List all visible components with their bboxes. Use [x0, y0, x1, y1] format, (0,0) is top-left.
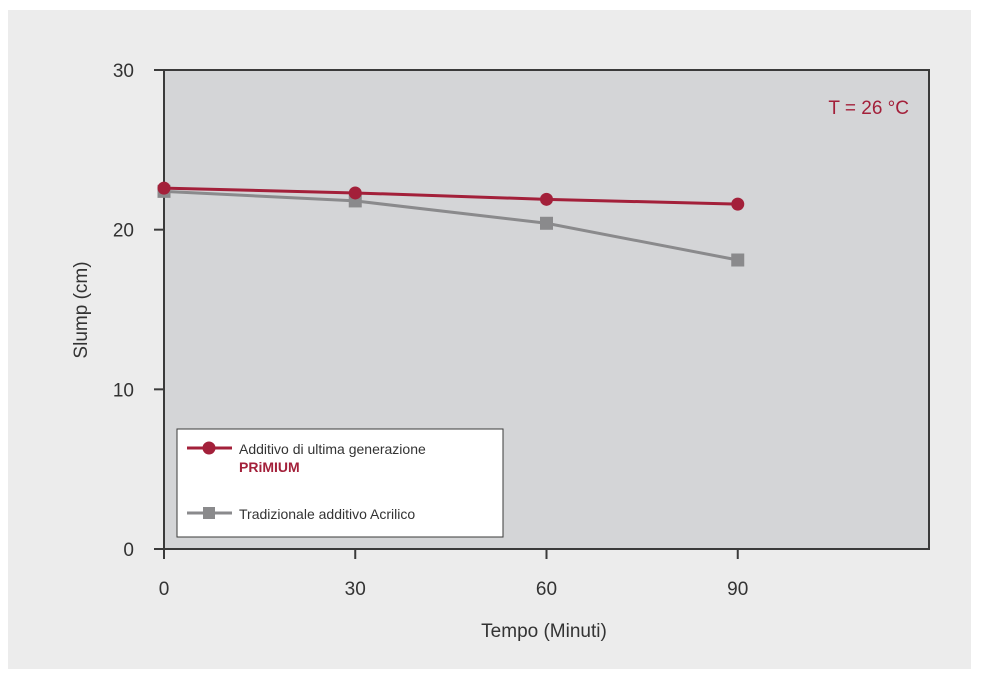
series-line-acrylic	[163, 189, 739, 262]
data-point-acrylic	[540, 216, 553, 230]
legend-label-acrylic: Tradizionale additivo Acrilico	[239, 506, 415, 522]
legend-label-primium: Additivo di ultima generazione	[239, 441, 426, 457]
y-axis: 0 10 20 30	[113, 61, 164, 561]
legend-sublabel-primium: PRiMIUM	[239, 459, 300, 475]
x-tick-label: 30	[345, 579, 366, 600]
x-tick-label: 90	[727, 579, 748, 600]
data-point-primium	[348, 186, 362, 200]
x-axis-title: Tempo (Minuti)	[481, 621, 607, 642]
chart-container: 0 10 20 30 0 30 60 90 Slump (cm) Tempo (Minuti…	[8, 10, 971, 669]
data-point-primium	[731, 197, 745, 211]
data-point-acrylic	[731, 253, 745, 267]
y-tick-label: 20	[113, 221, 134, 242]
x-axis: 0 30 60 90	[159, 549, 748, 600]
series-line-primium	[163, 186, 738, 206]
y-tick-label: 0	[123, 540, 134, 561]
legend-swatch-marker-primium	[202, 441, 216, 455]
slump-line-chart: 0 10 20 30 0 30 60 90 Slump (cm) Tempo (Minuti…	[71, 61, 930, 642]
x-tick-label: 0	[159, 579, 170, 600]
y-axis-title: Slump (cm)	[71, 261, 92, 358]
legend-swatch-marker-acrylic	[203, 507, 215, 519]
x-tick-label: 60	[536, 579, 557, 600]
series-layer	[157, 181, 745, 267]
y-tick-label: 30	[113, 61, 134, 82]
legend: Additivo di ultima generazione PRiMIUM T…	[176, 428, 504, 538]
data-point-primium	[157, 181, 171, 195]
y-tick-label: 10	[113, 380, 134, 401]
temperature-annotation: T = 26 °C	[828, 98, 909, 119]
data-point-primium	[540, 192, 553, 206]
